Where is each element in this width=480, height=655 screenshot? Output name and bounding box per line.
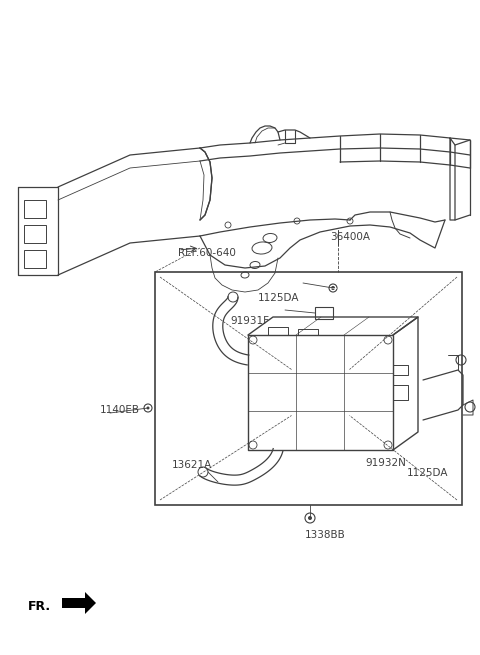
Bar [155,272,462,505]
Text: 1125DA: 1125DA [258,293,300,303]
Bar [315,307,333,319]
Bar [24,200,46,218]
Circle shape [308,516,312,520]
Bar [24,225,46,243]
Circle shape [146,407,149,409]
Text: 1125DA: 1125DA [407,468,448,478]
Text: 1338BB: 1338BB [305,530,346,540]
Text: FR.: FR. [28,601,51,614]
Text: 13621A: 13621A [172,460,212,470]
Polygon shape [62,592,96,614]
Bar [24,250,46,268]
Text: 91932N: 91932N [365,458,406,468]
Text: 91931F: 91931F [230,316,269,326]
Text: 1140EB: 1140EB [100,405,140,415]
Text: REF.60-640: REF.60-640 [178,248,236,258]
Text: 36400A: 36400A [330,232,370,242]
Circle shape [331,286,335,290]
